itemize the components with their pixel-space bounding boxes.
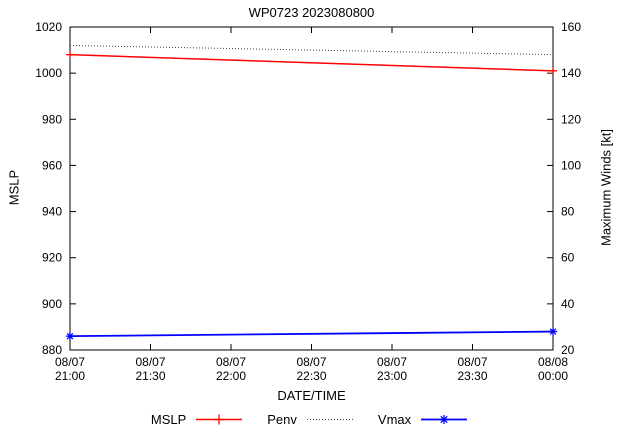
plus-marker-icon bbox=[66, 50, 74, 59]
y-left-tick-label: 900 bbox=[42, 297, 62, 311]
x-axis-ticks: 08/07 21:00 08/07 21:30 08/07 22:00 08/07 22:30… bbox=[55, 27, 568, 383]
legend-sample-mslp-line bbox=[196, 414, 243, 425]
x-tick-label: 08/08 00:00 bbox=[538, 355, 568, 383]
x-tick-label: 08/07 23:30 bbox=[457, 355, 487, 383]
legend-sample-vmax-line bbox=[421, 415, 468, 424]
asterisk-marker-icon bbox=[66, 332, 74, 341]
y-left-tick-label: 920 bbox=[42, 251, 62, 265]
x-tick-label: 08/07 21:30 bbox=[135, 355, 165, 383]
y-left-tick-label: 1000 bbox=[35, 66, 62, 80]
legend-item-mslp: MSLP bbox=[151, 412, 243, 427]
legend-label-vmax: Vmax bbox=[377, 412, 412, 427]
x-tick-label: 08/07 22:30 bbox=[296, 355, 326, 383]
plot-border bbox=[69, 26, 554, 351]
y-right-tick-label: 120 bbox=[561, 112, 581, 126]
x-tick-label: 08/07 21:00 bbox=[55, 355, 85, 383]
asterisk-marker-icon bbox=[549, 327, 557, 336]
chart-legend: MSLP Penv Vmax bbox=[0, 412, 619, 427]
x-axis-label: DATE/TIME bbox=[277, 388, 346, 403]
legend-label-penv: Penv bbox=[267, 412, 297, 427]
series-penv bbox=[69, 44, 554, 56]
y-right-tick-label: 100 bbox=[561, 158, 581, 172]
legend-item-penv: Penv bbox=[267, 412, 354, 427]
y-right-tick-label: 140 bbox=[561, 66, 581, 80]
legend-label-mslp: MSLP bbox=[150, 412, 187, 427]
y-axis-ticks: 880 20 900 40 920 60 940 80 960 100 980 120 1000 140 1… bbox=[35, 20, 581, 357]
series-mslp bbox=[66, 50, 557, 75]
series-vmax bbox=[66, 327, 557, 341]
plus-marker-icon bbox=[549, 66, 557, 75]
y-left-tick-label: 980 bbox=[42, 112, 62, 126]
y-left-tick-label: 960 bbox=[42, 158, 62, 172]
y-left-tick-label: 880 bbox=[42, 343, 62, 357]
x-tick-label: 08/07 23:00 bbox=[377, 355, 407, 383]
series-penv-line bbox=[69, 44, 554, 56]
y-left-tick-label: 940 bbox=[42, 205, 62, 219]
y-right-tick-label: 80 bbox=[561, 205, 575, 219]
asterisk-marker-icon bbox=[439, 415, 449, 424]
y-right-tick-label: 60 bbox=[561, 251, 575, 265]
legend-sample-penv-line bbox=[306, 419, 353, 420]
series-mslp-line bbox=[69, 53, 554, 72]
chart-title: WP0723 2023080800 bbox=[248, 5, 375, 20]
y-right-tick-label: 20 bbox=[561, 343, 575, 357]
y-right-tick-label: 40 bbox=[561, 297, 575, 311]
y-left-tick-label: 1020 bbox=[35, 20, 62, 34]
x-tick-label: 08/07 22:00 bbox=[216, 355, 246, 383]
legend-item-vmax: Vmax bbox=[378, 412, 468, 427]
y-right-tick-label: 160 bbox=[561, 20, 581, 34]
series-vmax-line bbox=[69, 330, 554, 338]
